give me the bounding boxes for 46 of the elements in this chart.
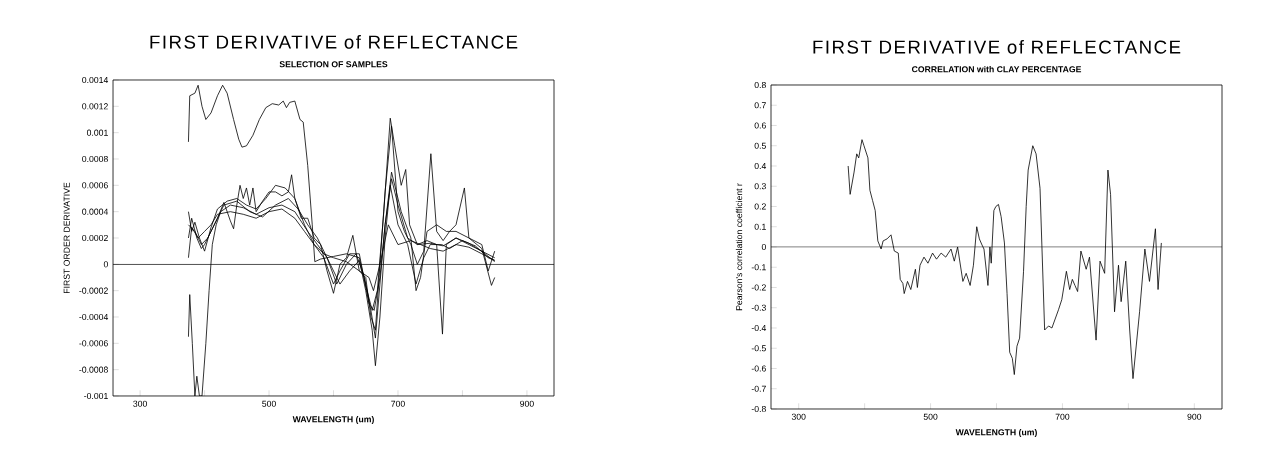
chart-subtitle: CORRELATION with CLAY PERCENTAGE [911, 65, 1082, 73]
y-tick-label: 0.0012 [82, 103, 108, 110]
y-tick-label: 0.5 [754, 142, 766, 149]
y-tick-label: 0 [103, 261, 108, 268]
y-tick-label: -0.001 [84, 392, 108, 400]
y-tick-label: -0.8 [751, 405, 766, 413]
y-tick-label: 0 [761, 243, 766, 251]
y-tick-label: -0.0008 [79, 366, 108, 373]
y-tick-label: 0.001 [86, 129, 108, 136]
y-tick-label: 0.8 [754, 81, 766, 89]
y-tick-label: 0.0006 [82, 182, 108, 189]
x-tick-label: 900 [520, 400, 534, 407]
y-tick-label: -0.0002 [79, 287, 108, 294]
y-tick-label: -0.5 [751, 345, 766, 352]
y-tick-label: 0.7 [754, 102, 766, 109]
y-tick-label: 0.0008 [82, 155, 108, 163]
chart-title: FIRST DERIVATIVE of REFLECTANCE [813, 40, 1181, 54]
y-tick-label: -0.0006 [79, 340, 108, 347]
x-tick-label: 500 [262, 400, 276, 407]
x-tick-label: 500 [923, 413, 938, 420]
y-tick-label: 0.3 [754, 183, 766, 190]
chart-title: FIRST DERIVATIVE of REFLECTANCE [150, 35, 518, 49]
x-tick-label: 700 [1055, 413, 1070, 420]
y-axis-title: Pearson's correlation coefficient r [735, 183, 743, 311]
x-axis-title: WAVELENGTH (um) [292, 415, 374, 425]
y-tick-label: 0.4 [754, 162, 767, 170]
x-tick-label: 900 [1187, 413, 1202, 420]
y-axis-title: FIRST ORDER DERIVATIVE [63, 182, 70, 293]
y-tick-label: -0.4 [751, 324, 767, 332]
y-tick-label: -0.7 [751, 385, 766, 392]
y-tick-label: 0.6 [754, 122, 766, 129]
x-tick-label: 300 [133, 400, 147, 407]
x-tick-label: 700 [391, 400, 405, 407]
x-tick-label: 300 [791, 413, 806, 420]
x-axis-title: WAVELENGTH (um) [955, 428, 1037, 438]
y-tick-label: -0.0004 [79, 313, 109, 321]
y-tick-label: 0.0002 [82, 234, 108, 242]
y-tick-label: 0.0014 [82, 76, 109, 84]
y-tick-label: 0.2 [754, 203, 766, 210]
y-tick-label: -0.1 [751, 264, 766, 271]
chart-subtitle: SELECTION OF SAMPLES [279, 61, 388, 68]
y-tick-label: 0.0004 [82, 208, 109, 215]
y-tick-label: -0.3 [751, 304, 766, 311]
y-tick-label: -0.6 [751, 365, 766, 372]
y-tick-label: -0.2 [751, 284, 766, 291]
y-tick-label: 0.1 [754, 223, 766, 230]
